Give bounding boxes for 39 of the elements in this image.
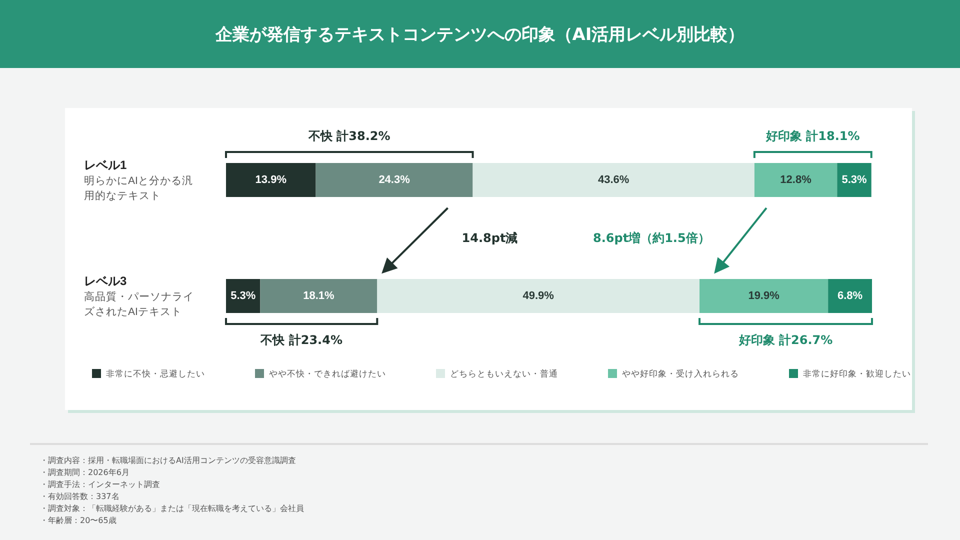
bar (377, 279, 700, 313)
bar (472, 163, 754, 197)
annotation: 14.8pt減 (462, 230, 518, 247)
data-label: 43.6% (598, 174, 630, 186)
legend-label: やや好印象・受け入れられる (622, 368, 739, 378)
annotation: 不快 計23.4% (260, 332, 342, 349)
text: ・年齢層：20〜65歳 (40, 515, 118, 527)
bar (260, 279, 378, 313)
text: ・調査内容：採用・転職場面におけるAI活用コンテンツの受容意識調査 (40, 455, 297, 467)
chart-title: 企業が発信するテキストコンテンツへの印象（AI活用レベル別比較） (0, 0, 960, 68)
legend-label: どちらともいえない・普通 (450, 368, 558, 378)
text: ・調査手法：インターネット調査 (40, 479, 161, 491)
data-label: 19.9% (748, 290, 780, 302)
bar (754, 163, 838, 197)
bar (828, 279, 872, 313)
text: ・有効回答数：337名 (40, 491, 120, 503)
data-label: 12.8% (780, 174, 812, 186)
data-label: 13.9% (255, 174, 287, 186)
annotation: 好印象 計26.7% (738, 332, 833, 349)
legend-label: 非常に不快・忌避したい (106, 368, 205, 378)
data-label: 5.3% (842, 174, 867, 186)
bar (837, 163, 872, 197)
text: ・調査期間：2026年6月 (40, 467, 130, 479)
legend-label: やや不快・できれば避けたい (269, 368, 386, 378)
bar (226, 163, 316, 197)
data-label: 5.3% (230, 290, 256, 302)
data-label: 6.8% (837, 290, 863, 302)
text: ・調査対象：「転職経験がある」または「現在転職を考えている」会社員 (40, 503, 304, 515)
annotation: 好印象 計18.1% (766, 128, 860, 145)
data-label: 18.1% (303, 290, 335, 302)
annotation: 8.6pt増（約1.5倍） (593, 230, 710, 247)
data-label: 24.3% (378, 174, 410, 186)
bar (700, 279, 828, 313)
y-tick-label: レベル1 明らかにAIと分かる汎用的なテキスト (84, 158, 193, 202)
bar (316, 163, 473, 197)
annotation: 不快 計38.2% (308, 128, 390, 145)
data-label: 49.9% (522, 290, 554, 302)
legend-label: 非常に好印象・歓迎したい (803, 368, 911, 378)
y-tick-label: レベル3 高品質・パーソナライズされたAIテキスト (84, 274, 194, 318)
